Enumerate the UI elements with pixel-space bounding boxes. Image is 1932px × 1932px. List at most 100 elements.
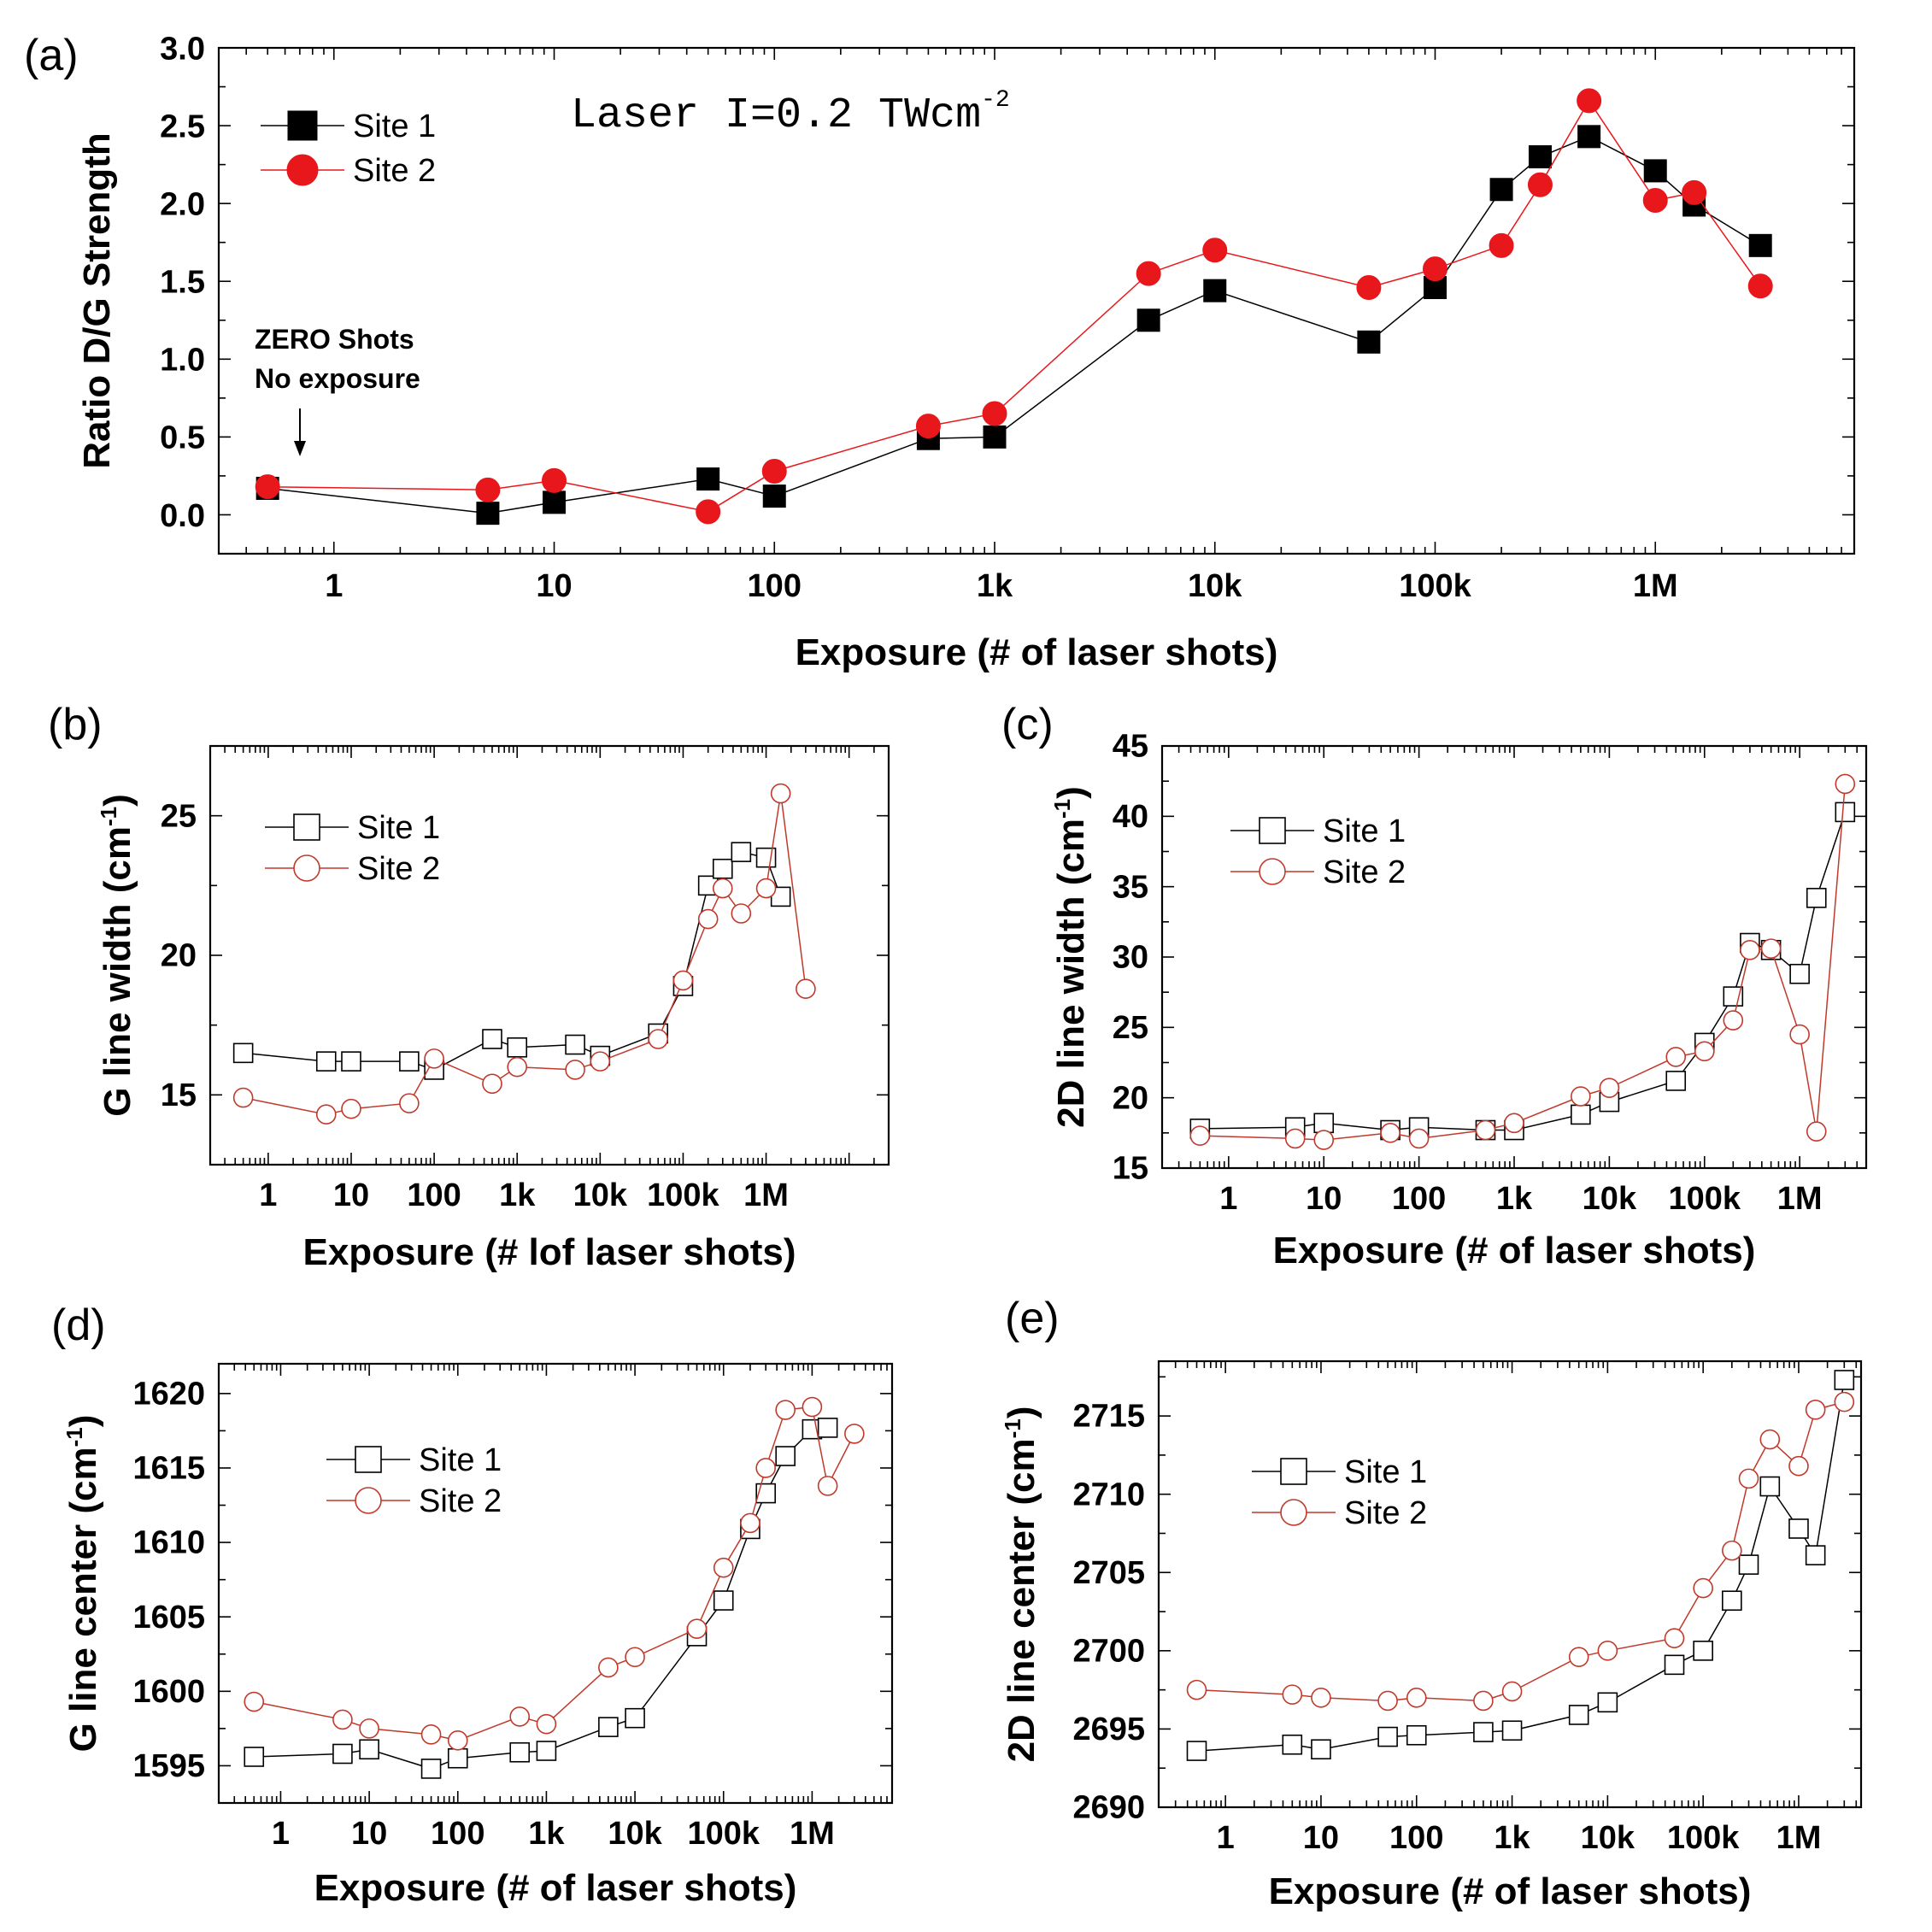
laser-intensity-sup: -2 — [981, 87, 1010, 114]
legend-label: Site 1 — [1323, 813, 1406, 849]
data-point — [341, 1051, 361, 1072]
x-tick-label: 100k — [1668, 1181, 1741, 1217]
data-point — [1664, 1654, 1685, 1676]
series-site-2 — [1189, 773, 1856, 1150]
y-tick-label: 2.0 — [160, 186, 205, 222]
x-tick-label: 1 — [272, 1816, 290, 1852]
legend-marker — [1280, 1499, 1307, 1526]
data-point — [482, 1029, 502, 1049]
data-point — [817, 1476, 838, 1496]
x-tick-label: 10k — [608, 1816, 662, 1852]
data-point — [232, 1042, 254, 1064]
x-tick-label: 1 — [259, 1177, 277, 1213]
data-point — [1473, 1690, 1494, 1712]
data-point — [315, 1104, 337, 1125]
series-line — [254, 1406, 855, 1741]
legend-marker — [286, 154, 319, 186]
data-point — [1577, 125, 1601, 149]
data-point — [447, 1747, 468, 1769]
x-tick-label: 1k — [977, 568, 1013, 604]
y-tick-label: 2690 — [1072, 1790, 1145, 1826]
y-tick-label: 2.5 — [160, 109, 205, 144]
data-point — [762, 484, 786, 508]
data-point — [1313, 1113, 1335, 1134]
data-point — [817, 1418, 838, 1438]
data-point — [1665, 1071, 1687, 1091]
x-tick-label: 100k — [1399, 568, 1471, 604]
y-tick-label: 40 — [1113, 799, 1148, 835]
data-point — [1571, 1086, 1591, 1107]
data-point — [775, 1400, 796, 1420]
x-tick-label: 1k — [1494, 1820, 1530, 1856]
x-tick-label: 100k — [687, 1816, 760, 1852]
y-tick-label: 0.0 — [160, 498, 205, 534]
data-point — [1501, 1681, 1523, 1702]
x-tick-label: 1k — [499, 1177, 536, 1213]
data-point — [598, 1717, 619, 1737]
data-point — [1202, 238, 1228, 263]
data-point — [1789, 1024, 1810, 1045]
plot-frame — [217, 46, 1856, 555]
data-point — [1642, 188, 1668, 214]
x-tick-label: 1k — [528, 1816, 565, 1852]
data-point — [1284, 1128, 1306, 1149]
data-point — [1723, 1010, 1744, 1031]
data-point — [1760, 938, 1782, 959]
x-tick-label: 1M — [743, 1177, 789, 1213]
x-tick-label: 10k — [573, 1177, 628, 1213]
y-axis-title-tail: ) — [97, 794, 138, 807]
series-site-1 — [255, 125, 1772, 526]
data-point — [1664, 1628, 1685, 1648]
y-tick-label: 30 — [1113, 940, 1148, 976]
data-point — [712, 858, 733, 879]
data-point — [590, 1051, 611, 1072]
x-tick-label: 1M — [790, 1816, 835, 1852]
y-tick-label: 1610 — [132, 1525, 205, 1561]
legend-label: Site 1 — [419, 1442, 502, 1478]
data-point — [1377, 1726, 1398, 1747]
y-tick-label: 2700 — [1072, 1633, 1145, 1669]
legend-label: Site 1 — [353, 109, 436, 144]
legend-marker — [355, 1487, 382, 1514]
legend-marker — [293, 854, 320, 882]
data-point — [713, 1590, 734, 1611]
data-point — [697, 908, 719, 930]
x-axis-title: Exposure (# of laser shots) — [1273, 1230, 1756, 1271]
x-tick-label: 100 — [407, 1177, 461, 1213]
data-point — [696, 467, 720, 491]
y-tick-label: 3.0 — [160, 31, 205, 67]
data-point — [332, 1743, 353, 1765]
data-point — [1577, 88, 1602, 114]
x-axis-title: Exposure (# of laser shots) — [796, 631, 1278, 673]
legend-marker — [287, 110, 318, 141]
x-tick-label: 100 — [1392, 1181, 1446, 1217]
series-line — [1200, 784, 1847, 1141]
data-point — [1682, 179, 1707, 205]
y-axis-title: G line center (cm-1) — [62, 1415, 104, 1753]
data-point — [983, 425, 1007, 449]
data-point — [1422, 256, 1448, 282]
x-tick-label: 10 — [351, 1816, 387, 1852]
data-point — [598, 1657, 619, 1678]
data-point — [1835, 802, 1856, 823]
legend: Site 1 Site 2 — [1252, 1454, 1427, 1531]
legend-marker — [1259, 817, 1286, 844]
y-axis-title-sup: -1 — [62, 1427, 87, 1447]
data-point — [359, 1739, 379, 1760]
x-tick-label: 100 — [1389, 1820, 1443, 1856]
data-point — [1501, 1720, 1523, 1741]
x-tick-label: 10 — [1303, 1820, 1339, 1856]
series-line — [1196, 1401, 1845, 1702]
chart-panel-c: (c) 1 10 100 1k 10k 100k 1M 15 20 25 30 35 40 45 Exposu… — [1001, 700, 1868, 1271]
data-point — [731, 842, 752, 862]
zero-shots-annotation: ZERO Shots — [255, 324, 414, 355]
legend: Site 1 Site 2 — [265, 810, 440, 887]
data-point — [1406, 1724, 1427, 1746]
y-tick-label: 1615 — [132, 1451, 205, 1487]
data-point — [755, 847, 777, 868]
y-tick-label: 1.5 — [160, 265, 205, 301]
y-tick-label: 2705 — [1072, 1555, 1145, 1591]
data-point — [1788, 1455, 1809, 1477]
y-tick-label: 1605 — [132, 1600, 205, 1635]
